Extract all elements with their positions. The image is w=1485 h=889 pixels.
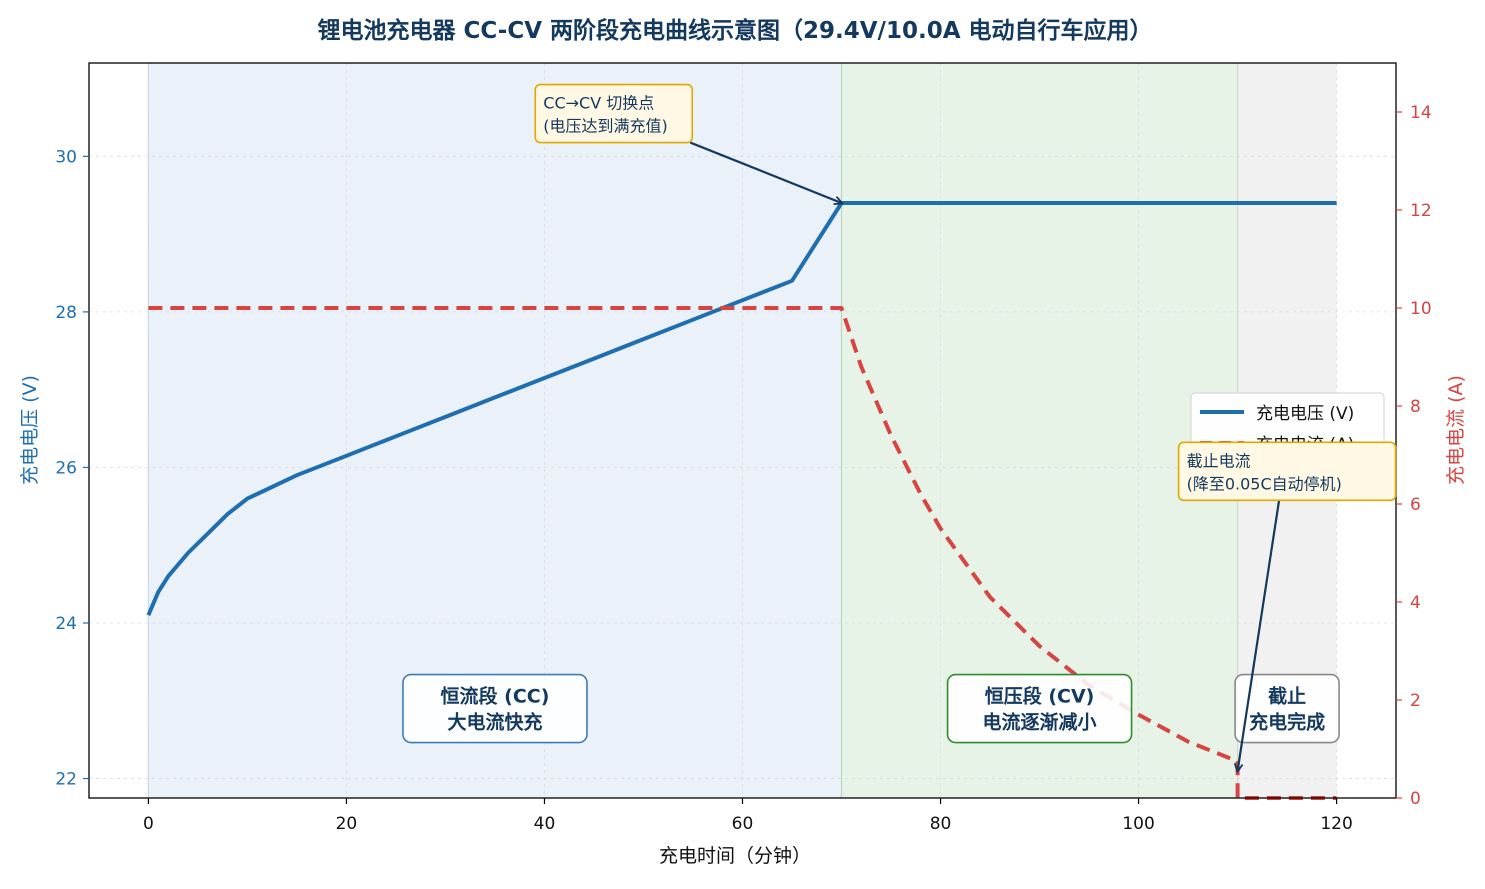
phase-label-title: 恒压段 (CV) (985, 685, 1095, 708)
phase-label-title: 恒流段 (CC) (441, 685, 550, 708)
phase-label-subtitle: 大电流快充 (447, 711, 542, 734)
x-tick-label: 40 (534, 814, 556, 834)
y-axis-label-left: 充电电压 (V) (19, 375, 41, 485)
y-right-tick-label: 14 (1410, 103, 1432, 123)
x-tick-label: 20 (336, 814, 358, 834)
cv-phase-label: 恒压段 (CV) 电流逐渐减小 (946, 673, 1133, 744)
phase-label-box (946, 673, 1133, 744)
x-tick-label: 0 (143, 814, 154, 834)
cc-cv-switch-annotation: CC→CV 切换点 (电压达到满充值) (534, 83, 841, 203)
annotation-line2: (电压达到满充值) (543, 117, 668, 136)
phase-label-subtitle: 电流逐渐减小 (983, 711, 1097, 734)
y-right-tick-label: 0 (1410, 789, 1421, 809)
current-series-line (148, 306, 1337, 800)
x-tick-label: 100 (1122, 814, 1154, 834)
x-tick-label: 120 (1320, 814, 1352, 834)
phase-regions (147, 63, 1337, 798)
y-axis-label-right: 充电电流 (A) (1445, 375, 1467, 485)
annotation-arrow (689, 141, 841, 203)
phase-label-title: 截止 (1268, 685, 1306, 708)
x-axis-label: 充电时间（分钟） (659, 845, 811, 867)
series-layer (146, 201, 1337, 800)
y-right-tick-label: 10 (1410, 299, 1432, 319)
y-left-tick-label: 28 (55, 303, 77, 323)
annotations: CC→CV 切换点 (电压达到满充值) 截止电流 (降至0.05C自动停机) (534, 83, 1397, 771)
phase-label-box (402, 673, 588, 744)
y-right-tick-label: 12 (1410, 201, 1432, 221)
y-left-tick-label: 24 (55, 614, 77, 634)
x-tick-label: 60 (732, 814, 754, 834)
y-left-tick-label: 30 (55, 147, 77, 167)
grid-lines (89, 63, 1396, 798)
phase-label-subtitle: 充电完成 (1249, 711, 1325, 734)
chart-title: 锂电池充电器 CC-CV 两阶段充电曲线示意图（29.4V/10.0A 电动自行… (317, 17, 1152, 44)
cc-phase-label: 恒流段 (CC) 大电流快充 (402, 673, 588, 744)
cutoff-current-annotation: 截止电流 (降至0.05C自动停机) (1177, 441, 1397, 770)
y-left-tick-label: 26 (55, 458, 77, 478)
phase-label-box (1234, 673, 1340, 744)
legend-voltage-label: 充电电压 (V) (1256, 404, 1354, 424)
annotation-line2: (降至0.05C自动停机) (1187, 474, 1342, 493)
y-right-tick-label: 2 (1410, 691, 1421, 711)
x-tick-label: 80 (930, 814, 952, 834)
annotation-line1: 截止电流 (1187, 451, 1251, 470)
annotation-arrow (1238, 500, 1281, 770)
y-right-tick-label: 4 (1410, 593, 1421, 613)
y-left-tick-label: 22 (55, 770, 77, 790)
y-right-tick-label: 6 (1410, 495, 1421, 515)
voltage-series-line (146, 201, 1337, 616)
annotation-box (1177, 441, 1397, 502)
annotation-box (534, 83, 694, 144)
annotation-line1: CC→CV 切换点 (543, 94, 654, 113)
y-right-tick-label: 8 (1410, 397, 1421, 417)
